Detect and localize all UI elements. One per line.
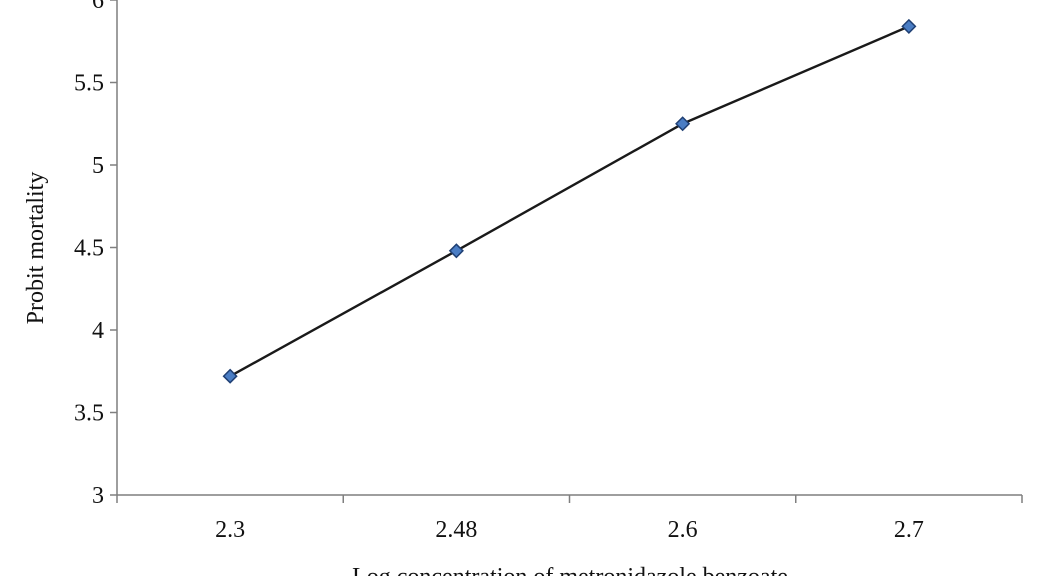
data-point — [222, 368, 238, 384]
plot-area: 3 3.5 4 4.5 5 5.5 6 2.3 2.48 2.6 2.7 — [74, 0, 1023, 543]
series-line — [229, 25, 910, 378]
data-point — [901, 18, 917, 34]
y-tick-label: 5.5 — [74, 71, 104, 97]
x-tick-label: 2.6 — [668, 517, 698, 543]
y-axis-title: Probit mortality — [23, 172, 49, 325]
y-tick-label: 6 — [92, 0, 104, 14]
data-point — [448, 243, 464, 259]
y-tick-label: 3.5 — [74, 401, 104, 427]
x-axis-title: Log concentration of metronidazole benzo… — [352, 564, 788, 576]
x-tick-label: 2.48 — [435, 517, 477, 543]
y-tick-label: 3 — [92, 483, 104, 509]
series-lines — [229, 25, 910, 378]
x-ticks: 2.3 2.48 2.6 2.7 — [116, 495, 1023, 543]
y-tick-label: 4 — [92, 318, 104, 344]
y-tick-label: 4.5 — [74, 236, 104, 262]
x-tick-label: 2.3 — [215, 517, 245, 543]
y-tick-label: 5 — [92, 153, 104, 179]
x-tick-label: 2.7 — [894, 517, 924, 543]
series-points — [222, 18, 917, 384]
data-point — [675, 116, 691, 132]
y-ticks: 3 3.5 4 4.5 5 5.5 6 — [74, 0, 117, 509]
